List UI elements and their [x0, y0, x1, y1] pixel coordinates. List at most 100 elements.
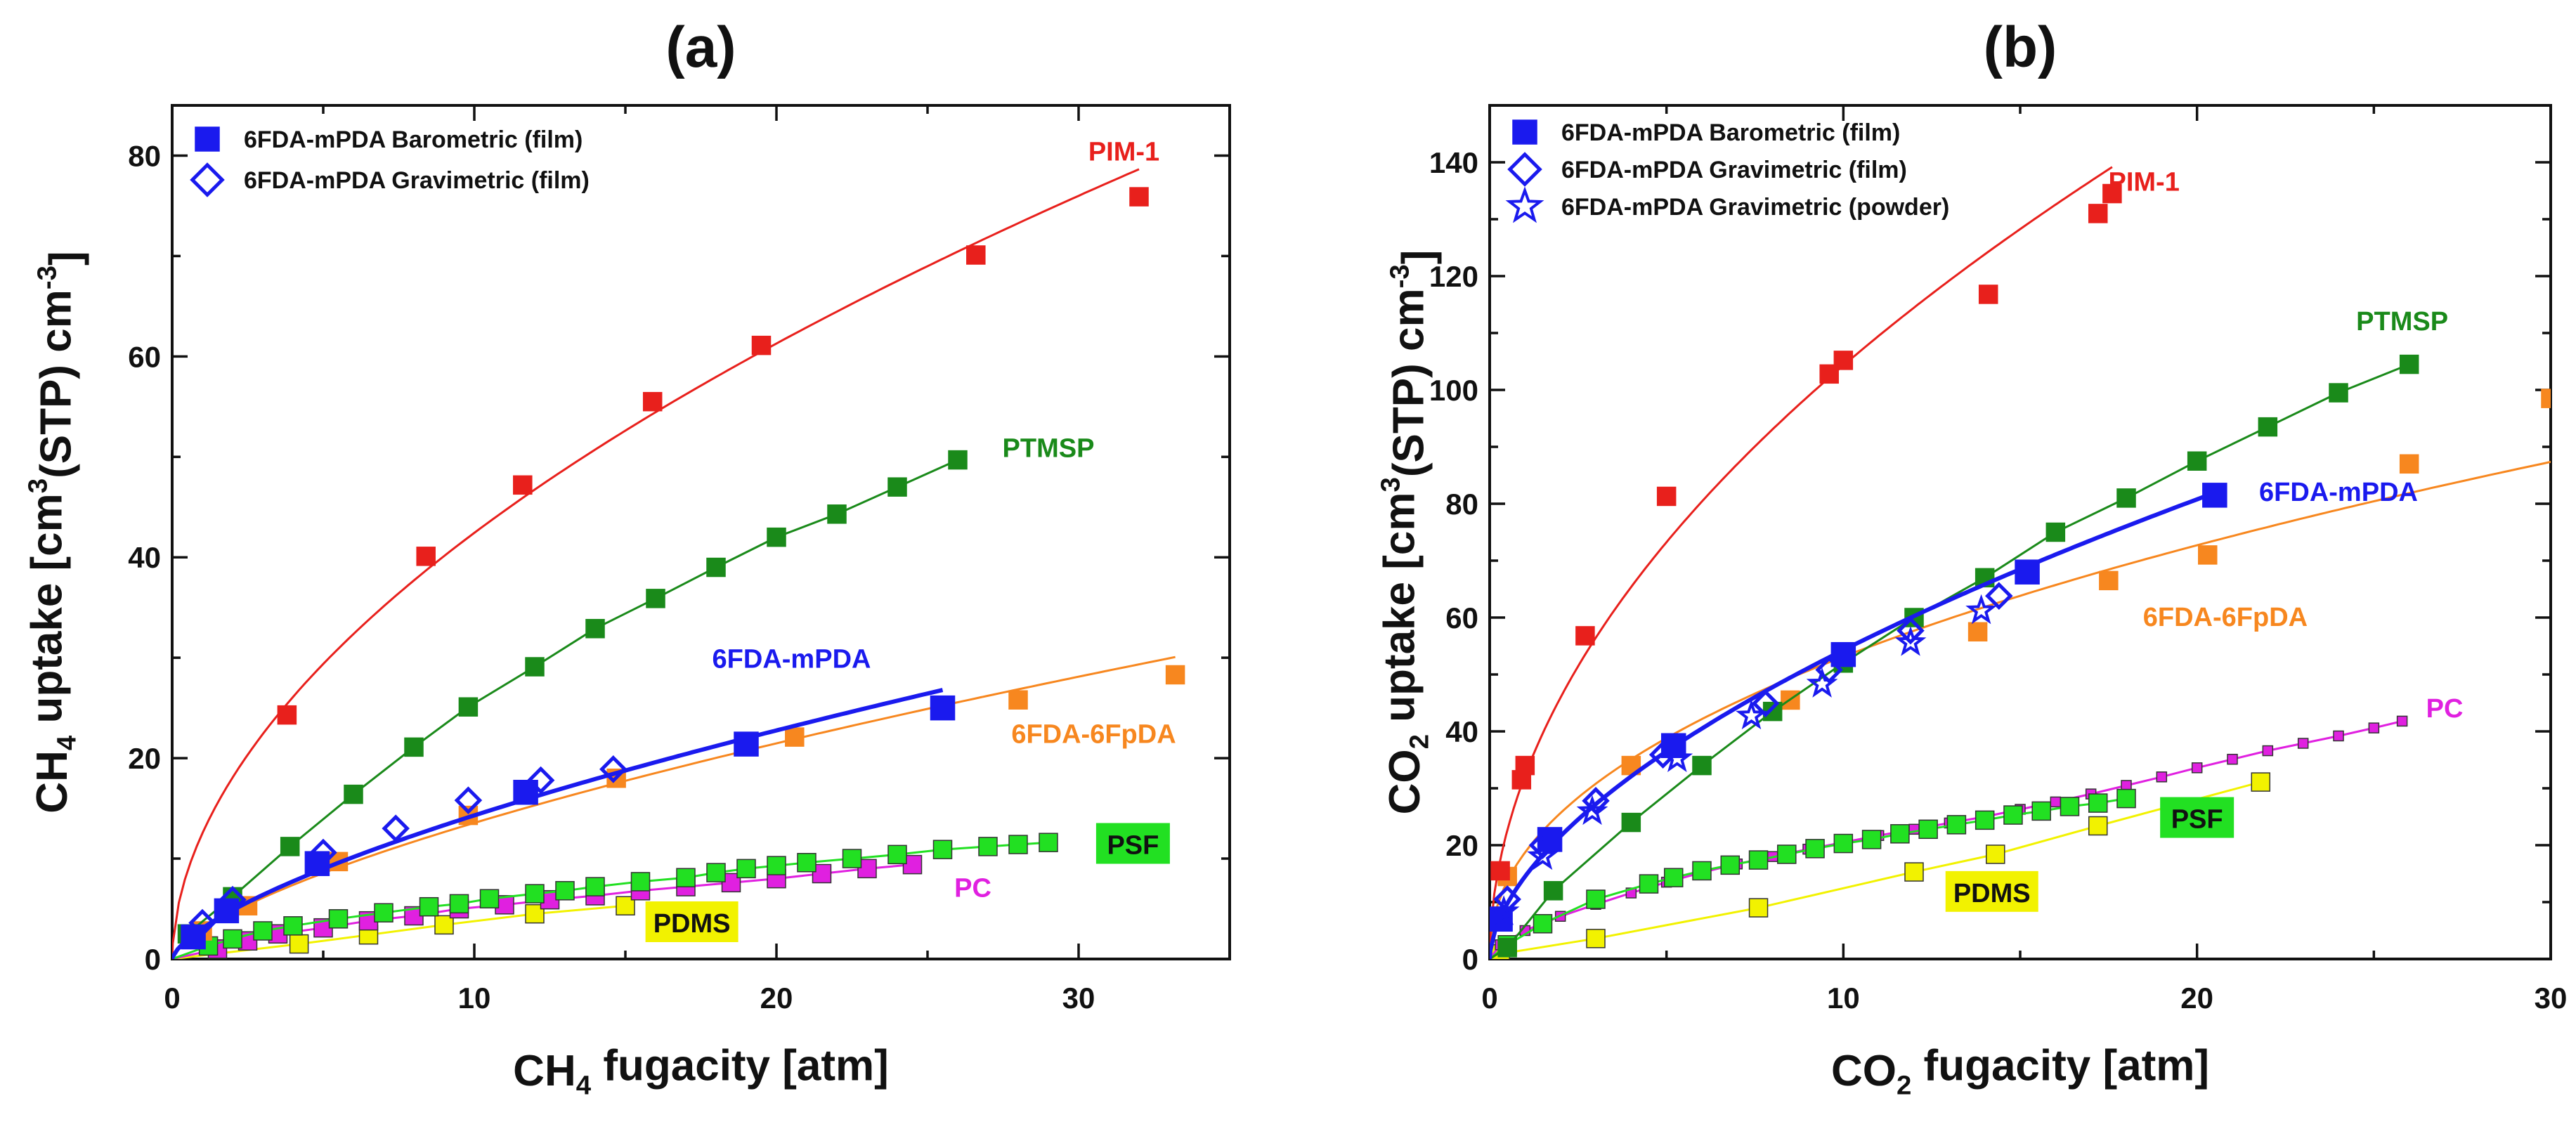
boxed-label-psf: PSF: [1095, 823, 1170, 864]
data-point: [978, 837, 998, 856]
data-point: [785, 727, 805, 747]
data-point: [1039, 833, 1058, 852]
series-6fda-mpda-gravimetric-powder: [1490, 594, 1997, 925]
label-part: CO: [1831, 1047, 1897, 1095]
data-point: [630, 872, 651, 892]
data-point: [1515, 755, 1535, 776]
data-point: [1890, 824, 1910, 844]
data-point: [887, 477, 907, 497]
data-point: [1661, 742, 1693, 772]
data-point: [1975, 810, 1995, 830]
data-point: [2198, 545, 2218, 565]
data-point: [513, 779, 538, 805]
data-point: [966, 245, 986, 265]
data-point: [1833, 833, 1854, 854]
data-layer: [1490, 166, 2551, 959]
data-point: [2031, 801, 2051, 821]
label-box: [1945, 870, 2038, 912]
label-part: -3: [32, 266, 62, 289]
data-point: [1648, 741, 1677, 769]
data-point: [1008, 690, 1028, 710]
data-point: [188, 908, 216, 937]
data-point: [1736, 699, 1767, 730]
y-tick-label: 20: [1445, 829, 1478, 862]
label-part: CH: [513, 1047, 576, 1095]
label-part: (STP) cm: [32, 289, 80, 478]
boxed-label-pdms: PDMS: [645, 901, 739, 942]
data-point: [599, 755, 627, 783]
curve-label-ptmsp: PTMSP: [1003, 433, 1095, 463]
plot-frame: [1488, 104, 2552, 960]
data-point: [902, 854, 923, 875]
data-point: [767, 856, 786, 875]
data-point: [930, 695, 956, 721]
data-point: [2399, 354, 2419, 374]
x-tick-label: 30: [1062, 981, 1095, 1015]
data-point: [932, 840, 953, 859]
data-point: [1527, 840, 1559, 870]
data-point: [2396, 715, 2408, 727]
data-point: [2156, 771, 2168, 783]
y-tick-label: 140: [1429, 146, 1478, 179]
data-point: [458, 697, 479, 717]
label-part: 3: [1375, 477, 1405, 492]
data-point: [2003, 805, 2023, 825]
data-point: [887, 844, 907, 865]
data-point: [706, 557, 726, 578]
data-point: [1777, 844, 1797, 864]
label-text: PDMS: [653, 909, 731, 939]
data-point: [706, 863, 726, 882]
data-point: [751, 335, 772, 355]
data-point: [1946, 815, 1967, 835]
data-point: [1639, 874, 1659, 894]
curve-label-ptmsp: PTMSP: [2356, 307, 2448, 337]
data-point: [479, 889, 500, 908]
data-point: [1582, 787, 1610, 815]
data-point: [1663, 868, 1684, 887]
label-box: [2160, 797, 2235, 838]
data-point: [2191, 762, 2203, 774]
legend-entry: 6FDA-mPDA Barometric (film): [1561, 119, 1900, 146]
legend: 6FDA-mPDA Barometric (film) 6FDA-mPDA Gra…: [190, 126, 590, 197]
data-point: [1692, 861, 1712, 881]
label-box: [645, 901, 739, 942]
x-tick-label: 20: [2180, 981, 2213, 1015]
label-part: fugacity [atm]: [1911, 1041, 2209, 1090]
y-tick-label: 100: [1429, 374, 1478, 407]
data-point: [416, 547, 436, 566]
data-point: [1861, 830, 1882, 849]
data-point: [1586, 929, 1606, 948]
data-point: [555, 881, 575, 901]
data-point: [1586, 889, 1606, 909]
plot-frame: [171, 104, 1231, 960]
x-tick-label: 10: [458, 981, 491, 1015]
line-pdms: [172, 904, 626, 959]
fit-line-6fda-mpda: [172, 688, 944, 959]
data-point: [2088, 204, 2108, 223]
data-point: [948, 450, 968, 470]
data-point: [2015, 559, 2040, 585]
label-part: 4: [51, 735, 82, 750]
data-point: [289, 934, 309, 954]
data-point: [842, 849, 862, 868]
label-text: PSF: [1107, 830, 1159, 860]
data-point: [1528, 831, 1557, 859]
data-point: [1918, 819, 1938, 840]
label-part: 2: [1897, 1070, 1911, 1100]
data-point: [513, 475, 533, 495]
legend-marker: [195, 126, 220, 152]
label-part: 2: [1404, 734, 1434, 749]
legend-entry: 6FDA-mPDA Gravimetric (film): [244, 167, 590, 194]
label-part: ]: [1393, 250, 1442, 265]
data-point: [2251, 772, 2271, 792]
legend-marker: [1505, 186, 1544, 223]
data-point: [309, 838, 337, 867]
data-point: [1129, 187, 1149, 207]
data-point: [642, 391, 663, 412]
data-point: [2329, 383, 2348, 403]
y-tick-label: 60: [1445, 601, 1478, 634]
data-point: [736, 859, 756, 879]
legend-entry: 6FDA-mPDA Barometric (film): [244, 126, 583, 153]
data-point: [2368, 722, 2380, 733]
